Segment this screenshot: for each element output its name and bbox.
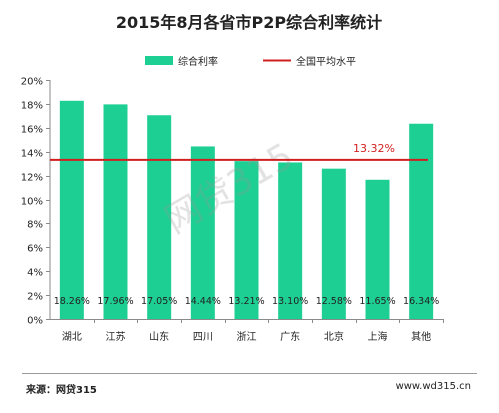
x-tick-label: 其他 — [411, 330, 431, 343]
y-tick-label: 14% — [21, 149, 43, 160]
x-tick-label: 山东 — [149, 330, 169, 343]
y-tick-label: 18% — [21, 101, 43, 112]
chart-title: 2015年8月各省市P2P综合利率统计 — [116, 13, 382, 32]
legend-label-average: 全国平均水平 — [296, 55, 356, 68]
y-tick-label: 12% — [21, 173, 43, 184]
bar — [409, 123, 434, 319]
data-label: 13.10% — [272, 296, 308, 307]
data-label: 13.21% — [228, 296, 264, 307]
bar — [234, 161, 259, 319]
x-tick-label: 江苏 — [106, 330, 126, 343]
y-tick-label: 2% — [27, 292, 43, 303]
y-tick-label: 0% — [27, 316, 43, 327]
x-tick-label: 广东 — [280, 330, 300, 343]
x-tick-label: 北京 — [324, 330, 344, 343]
bar — [190, 146, 215, 319]
bar — [365, 179, 390, 319]
y-tick-label: 20% — [21, 77, 43, 88]
y-tick-label: 4% — [27, 268, 43, 279]
x-tick-label: 湖北 — [62, 331, 82, 343]
data-label: 11.65% — [359, 296, 395, 307]
bar — [321, 168, 346, 319]
x-tick-label: 上海 — [368, 330, 388, 343]
footer-divider — [22, 373, 477, 374]
website-link[interactable]: www.wd315.cn — [395, 381, 471, 392]
bar — [278, 162, 303, 319]
y-tick-label: 8% — [27, 220, 43, 231]
data-label: 16.34% — [403, 296, 439, 307]
y-tick-label: 6% — [27, 244, 43, 255]
data-label: 12.58% — [316, 296, 352, 307]
x-tick-label: 浙江 — [237, 331, 257, 343]
average-line-label: 13.32% — [353, 142, 395, 155]
data-label: 14.44% — [185, 296, 221, 307]
bar — [59, 100, 84, 319]
data-label: 17.96% — [97, 296, 133, 307]
legend-swatch-series — [145, 56, 173, 65]
bar — [147, 115, 172, 319]
y-tick-label: 16% — [21, 125, 43, 136]
y-tick-label: 10% — [21, 197, 43, 208]
x-tick-label: 四川 — [193, 332, 213, 343]
data-label: 18.26% — [54, 296, 90, 307]
source-label: 来源：网贷315 — [26, 385, 97, 396]
legend-label-series: 综合利率 — [178, 55, 218, 68]
bar — [103, 104, 128, 320]
data-label: 17.05% — [141, 296, 177, 307]
